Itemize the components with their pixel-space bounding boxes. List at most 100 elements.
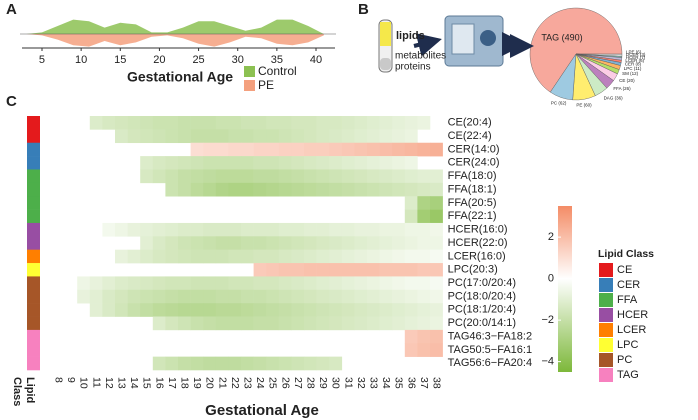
legend-swatch — [599, 368, 613, 382]
heatmap-cell — [140, 169, 154, 184]
x-tick-label: 5 — [39, 54, 45, 66]
heatmap-cell — [278, 303, 292, 317]
x-tick-label: 34 — [380, 377, 392, 389]
x-axis-title: Gestational Age — [205, 402, 319, 419]
heatmap-cell — [152, 116, 166, 130]
heatmap-cell — [266, 182, 280, 197]
heatmap-cell — [316, 316, 330, 331]
heatmap-cell — [417, 182, 431, 197]
heatmap-cell — [354, 222, 368, 237]
heatmap-cell — [329, 169, 343, 184]
heatmap-cell — [178, 249, 191, 264]
class-bar-cell — [27, 356, 40, 371]
heatmap-cell — [430, 182, 443, 197]
heatmap-cell — [329, 303, 343, 317]
heatmap-cell — [329, 142, 343, 157]
heatmap-cell — [316, 129, 330, 144]
heatmap-cell — [329, 236, 343, 250]
heatmap-cell — [228, 169, 242, 184]
heatmap-cell — [341, 303, 355, 317]
heatmap-cell — [178, 116, 191, 130]
heatmap-cell — [417, 329, 431, 344]
heatmap-cell — [316, 276, 330, 291]
heatmap-cell — [152, 249, 166, 264]
heatmap-cell — [152, 236, 166, 250]
x-tick-label: 35 — [393, 377, 405, 389]
row-label: TAG56:6−FA20:4 — [448, 357, 532, 369]
heatmap-cell — [278, 182, 292, 197]
colorbar-tick-label: 0 — [548, 273, 554, 285]
heatmap-cell — [291, 222, 305, 237]
heatmap-cell — [127, 276, 141, 291]
x-tick-label: 37 — [418, 377, 430, 389]
colorbar — [558, 206, 572, 372]
class-bar-cell — [27, 182, 40, 197]
legend-label: CE — [617, 264, 632, 276]
heatmap-cell — [316, 142, 330, 157]
heatmap-cell — [417, 263, 431, 277]
heatmap-cell — [341, 289, 355, 304]
heatmap-cell — [102, 116, 116, 130]
heatmap-cell — [241, 289, 254, 304]
heatmap-cell — [354, 156, 368, 170]
panel-label: C — [6, 93, 17, 110]
heatmap-cell — [316, 236, 330, 250]
x-tick-label: 24 — [254, 377, 266, 389]
heatmap-cell — [165, 222, 179, 237]
heatmap-cell — [354, 289, 368, 304]
heatmap-cell — [367, 116, 380, 130]
heatmap-cell — [379, 156, 393, 170]
heatmap-cell — [291, 169, 305, 184]
heatmap-cell — [392, 263, 406, 277]
heatmap-cell — [215, 169, 229, 184]
heatmap-cell — [392, 116, 406, 130]
heatmap-cell — [316, 156, 330, 170]
heatmap-cell — [190, 142, 204, 157]
heatmap-cell — [354, 236, 368, 250]
heatmap-cell — [203, 169, 217, 184]
heatmap-cell — [253, 116, 267, 130]
heatmap-cell — [215, 129, 229, 144]
heatmap-cell — [190, 169, 204, 184]
heatmap-cell — [379, 316, 393, 331]
row-label: CE(20:4) — [448, 117, 492, 129]
heatmap-cell — [316, 263, 330, 277]
heatmap-cell — [127, 222, 141, 237]
heatmap-cell — [354, 116, 368, 130]
heatmap-cell — [304, 289, 317, 304]
heatmap-cell — [203, 129, 217, 144]
heatmap-cell — [278, 356, 292, 371]
heatmap-cell — [278, 316, 292, 331]
heatmap-cell — [354, 263, 368, 277]
heatmap-cell — [228, 303, 242, 317]
heatmap-cell — [102, 303, 116, 317]
heatmap-cell — [278, 116, 292, 130]
heatmap-cell — [178, 129, 191, 144]
heatmap-cell — [278, 276, 292, 291]
heatmap-cell — [316, 169, 330, 184]
x-tick-label: 15 — [141, 377, 153, 389]
sample-label: proteins — [395, 62, 431, 73]
heatmap-cell — [278, 249, 292, 264]
heatmap-cell — [115, 116, 128, 130]
heatmap-cell — [404, 316, 418, 331]
legend-swatch — [599, 353, 613, 367]
heatmap-cell — [241, 222, 254, 237]
heatmap-cell — [228, 116, 242, 130]
heatmap-cell — [430, 329, 443, 344]
row-label: FFA(18:0) — [448, 170, 497, 182]
heatmap-cell — [203, 142, 217, 157]
x-tick-label: 16 — [153, 377, 165, 389]
x-tick-label: 29 — [317, 377, 329, 389]
heatmap-cell — [178, 156, 191, 170]
heatmap-cell — [329, 276, 343, 291]
heatmap-cell — [152, 303, 166, 317]
heatmap-cell — [404, 182, 418, 197]
heatmap-cell — [215, 276, 229, 291]
tube-lipids — [380, 22, 391, 46]
row-label: PC(20:0/14:1) — [448, 317, 516, 329]
class-bar-cell — [27, 289, 40, 304]
heatmap-cell — [127, 116, 141, 130]
heatmap-cell — [404, 289, 418, 304]
heatmap-cell — [329, 129, 343, 144]
